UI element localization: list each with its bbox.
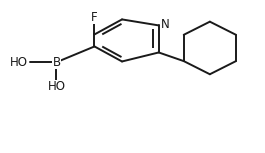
Text: HO: HO — [10, 56, 28, 69]
Text: F: F — [91, 11, 98, 24]
Text: N: N — [161, 18, 170, 31]
Text: HO: HO — [47, 80, 65, 93]
Text: B: B — [52, 56, 60, 69]
